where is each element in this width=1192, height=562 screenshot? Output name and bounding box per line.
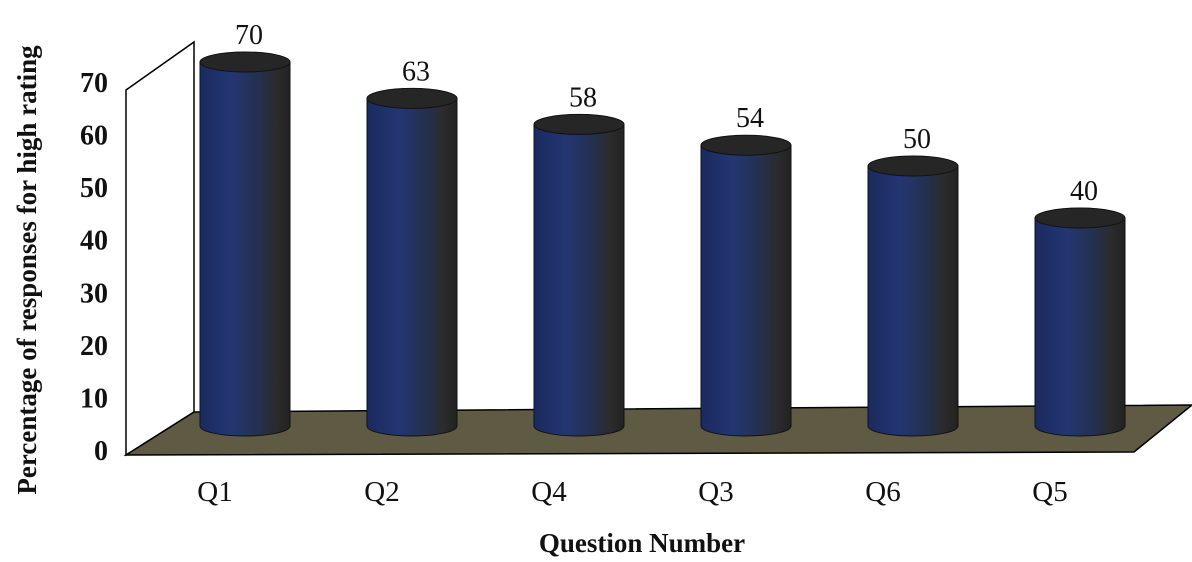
data-label: 50: [903, 124, 931, 155]
y-tick-label: 40: [80, 226, 108, 257]
back-wall: [125, 40, 195, 457]
bar-top: [867, 155, 959, 177]
data-label: 54: [736, 103, 764, 134]
data-label: 63: [402, 56, 430, 87]
bar-top: [366, 87, 458, 109]
x-axis-ticks: Q1 Q2 Q4 Q3 Q6 Q5: [197, 476, 1067, 508]
y-tick-label: 0: [94, 436, 108, 467]
y-tick-label: 30: [80, 278, 108, 309]
value-labels: 70 63 58 54 50 40: [235, 20, 1098, 207]
bar: [700, 134, 792, 437]
x-tick-label: Q2: [364, 476, 399, 508]
bar-top: [533, 113, 625, 135]
bar: [366, 87, 458, 437]
bar-body: [366, 97, 458, 437]
data-label: 40: [1070, 176, 1098, 207]
y-tick-label: 20: [80, 331, 108, 362]
bar-body: [1034, 217, 1126, 437]
x-tick-label: Q5: [1032, 476, 1067, 508]
y-tick-label: 70: [80, 68, 108, 99]
bar-body: [867, 165, 959, 437]
bar-top: [700, 134, 792, 156]
x-tick-label: Q3: [698, 476, 733, 508]
y-axis-title: Percentage of responses for high rating: [12, 45, 42, 495]
bar: [867, 155, 959, 437]
bars: [199, 51, 1126, 437]
x-tick-label: Q4: [531, 476, 567, 508]
bar-top: [1034, 207, 1126, 229]
bar: [1034, 207, 1126, 437]
x-axis-title: Question Number: [539, 528, 745, 558]
bar: [199, 51, 291, 437]
x-tick-label: Q6: [865, 476, 900, 508]
x-tick-label: Q1: [197, 476, 232, 508]
bar-body: [533, 123, 625, 437]
data-label: 70: [235, 20, 263, 51]
back-wall-panel: [125, 40, 195, 457]
y-tick-label: 10: [80, 383, 108, 414]
y-tick-label: 60: [80, 121, 108, 152]
bar-top: [199, 51, 291, 73]
bar-body: [700, 144, 792, 437]
y-tick-label: 50: [80, 173, 108, 204]
data-label: 58: [569, 82, 597, 113]
y-axis-ticks: 0 10 20 30 40 50 60 70: [80, 68, 108, 467]
bar: [533, 113, 625, 437]
bar-body: [199, 61, 291, 437]
